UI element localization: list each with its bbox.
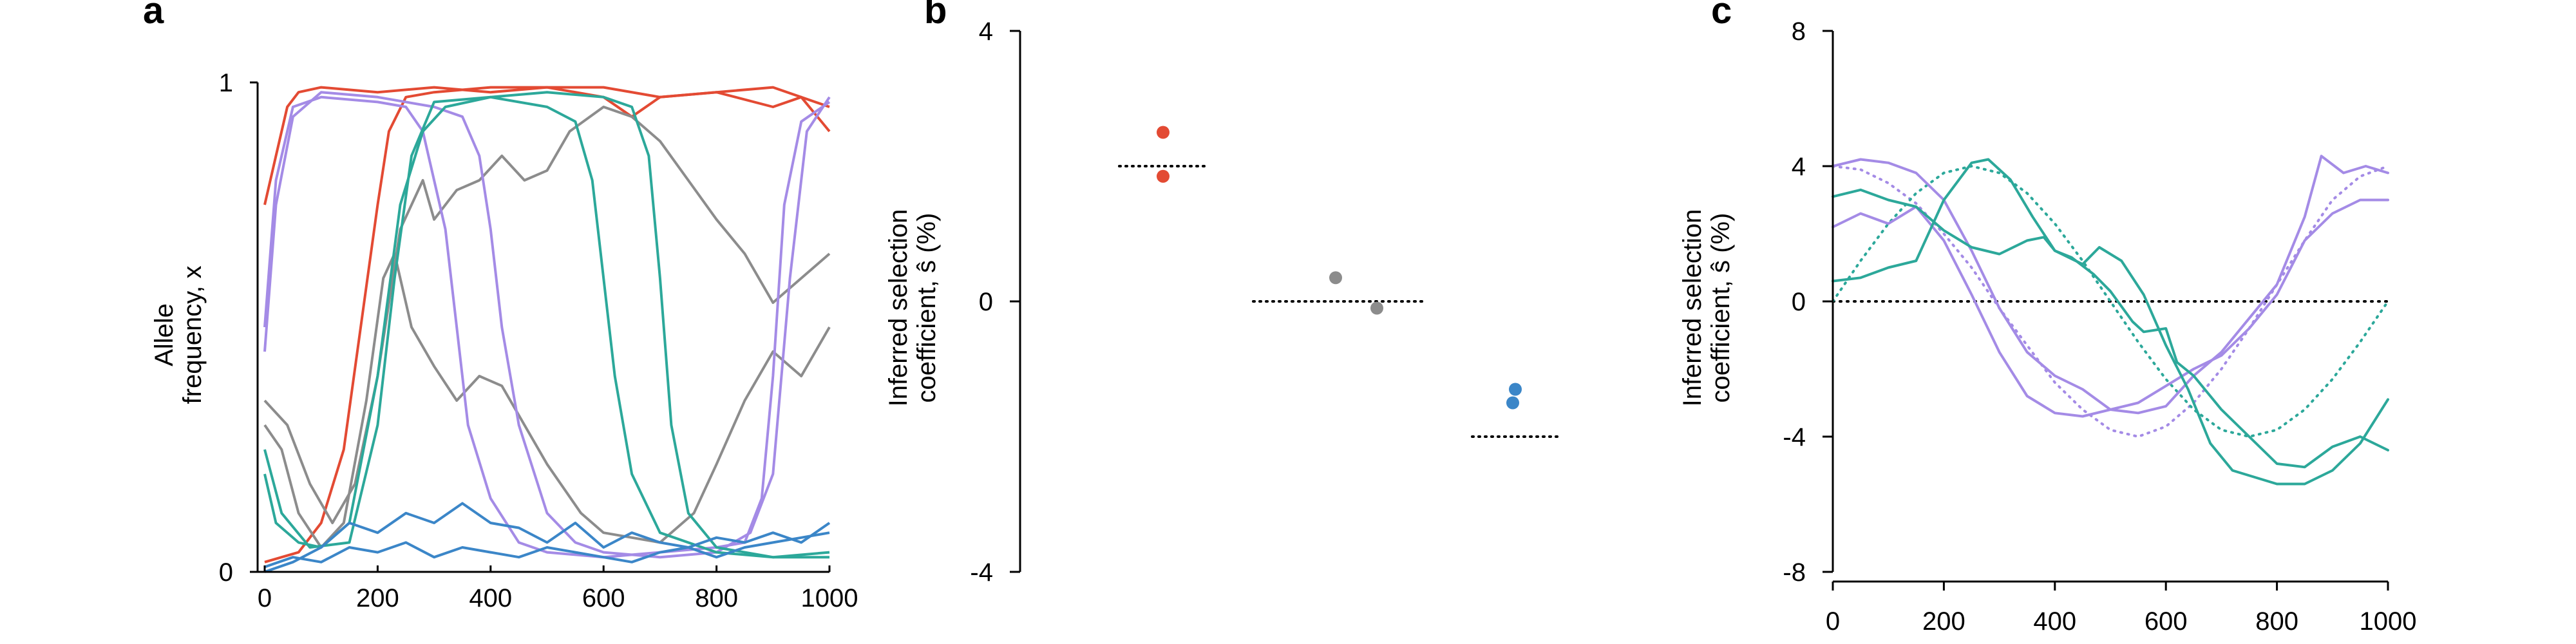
panel-b: -4 0 4 Inferred selection coefficient, ŝ (… <box>884 17 1560 587</box>
panel-b-ytick-label--4: -4 <box>970 558 993 587</box>
panel-c-ytick-label-0: 0 <box>1792 288 1806 316</box>
panel-a: 0 200 400 600 800 1000 01 Allele frequency, x <box>150 69 858 612</box>
panel-c-xtick-label-800: 800 <box>2255 607 2298 636</box>
panel-c-ytick-label-4: 4 <box>1792 153 1806 181</box>
panel-a-xtick-label-0: 0 <box>258 584 272 612</box>
panel-a-xtick-label-400: 400 <box>469 584 512 612</box>
panel-c-ytick-label--8: -8 <box>1783 558 1806 587</box>
panel-c-xtick-label-400: 400 <box>2033 607 2076 636</box>
panel-a-xtick-label-800: 800 <box>695 584 738 612</box>
panel-c-xtick-label-600: 600 <box>2145 607 2188 636</box>
panel-b-marks <box>1118 126 1560 438</box>
panel-b-point-blue-0 <box>1509 383 1522 396</box>
panel-b-point-red-0 <box>1157 126 1170 139</box>
panel-c-series-teal-solid-5 <box>1832 158 2389 486</box>
panel-c-xtick-label-1000: 1000 <box>2360 607 2417 636</box>
panel-b-point-gray-0 <box>1329 271 1342 285</box>
panel-label-b: b <box>924 0 947 32</box>
panel-label-c: c <box>1711 0 1732 32</box>
panel-a-lines <box>263 86 831 573</box>
panel-a-series-red-0 <box>263 86 831 205</box>
panel-a-series-gray-3 <box>263 106 831 524</box>
panel-a-ytick-label-0: 0 <box>219 558 233 587</box>
panel-b-ytick-label-4: 4 <box>979 17 993 46</box>
panel-a-xtick-label-200: 200 <box>356 584 399 612</box>
panel-c-series-teal-dotted-1 <box>1832 165 2389 438</box>
panel-c-y-ticks: -8 -4 0 4 8 <box>1783 17 1833 587</box>
panel-a-series-purple-5 <box>263 91 831 559</box>
panel-a-series-purple-4 <box>263 95 831 559</box>
panel-label-a: a <box>143 0 164 32</box>
panel-a-series-blue-8 <box>264 502 831 573</box>
panel-c: 0 200 400 600 800 1000 -8 -4 0 4 8 Inferred selec… <box>1678 17 2416 636</box>
panel-c-series-purple-solid-2 <box>1832 155 2389 415</box>
panel-a-series-red-1 <box>264 86 830 564</box>
panel-b-point-blue-1 <box>1506 396 1519 410</box>
panel-b-point-red-1 <box>1157 169 1170 183</box>
panel-a-series-gray-2 <box>263 252 831 549</box>
panel-c-lines <box>1832 155 2389 486</box>
panel-a-series-blue-9 <box>264 531 830 569</box>
panel-a-x-ticks: 0 200 400 600 800 1000 <box>258 565 858 612</box>
panel-c-xtick-label-200: 200 <box>1922 607 1965 636</box>
panel-c-xtick-label-0: 0 <box>1826 607 1840 636</box>
panel-c-ylabel-line1: Inferred selection <box>1678 209 1707 407</box>
panel-b-ylabel-line1: Inferred selection <box>884 209 913 407</box>
panel-a-y-ticks: 01 <box>219 69 258 587</box>
panel-a-ylabel-line1: Allele <box>150 303 178 366</box>
panel-c-series-teal-solid-4 <box>1832 188 2389 469</box>
panel-c-series-purple-solid-3 <box>1832 198 2389 418</box>
panel-a-series-teal-7 <box>263 91 830 559</box>
panel-b-point-gray-1 <box>1370 301 1383 315</box>
panel-c-x-ticks: 0 200 400 600 800 1000 <box>1826 582 2417 636</box>
panel-c-ytick-label--4: -4 <box>1783 423 1806 451</box>
panel-a-xtick-label-600: 600 <box>582 584 625 612</box>
panel-b-ylabel-line2: coefficient, ŝ (%) <box>913 213 941 403</box>
panel-a-ytick-label-1: 1 <box>219 69 233 97</box>
panel-c-ylabel-line2: coefficient, ŝ (%) <box>1707 213 1735 403</box>
panel-a-xtick-label-1000: 1000 <box>801 584 858 612</box>
panel-a-ylabel-line2: frequency, x <box>178 266 207 404</box>
panel-b-ytick-label-0: 0 <box>979 288 993 316</box>
panel-c-ytick-label-8: 8 <box>1792 17 1806 46</box>
panel-b-y-ticks: -4 0 4 <box>970 17 1020 587</box>
